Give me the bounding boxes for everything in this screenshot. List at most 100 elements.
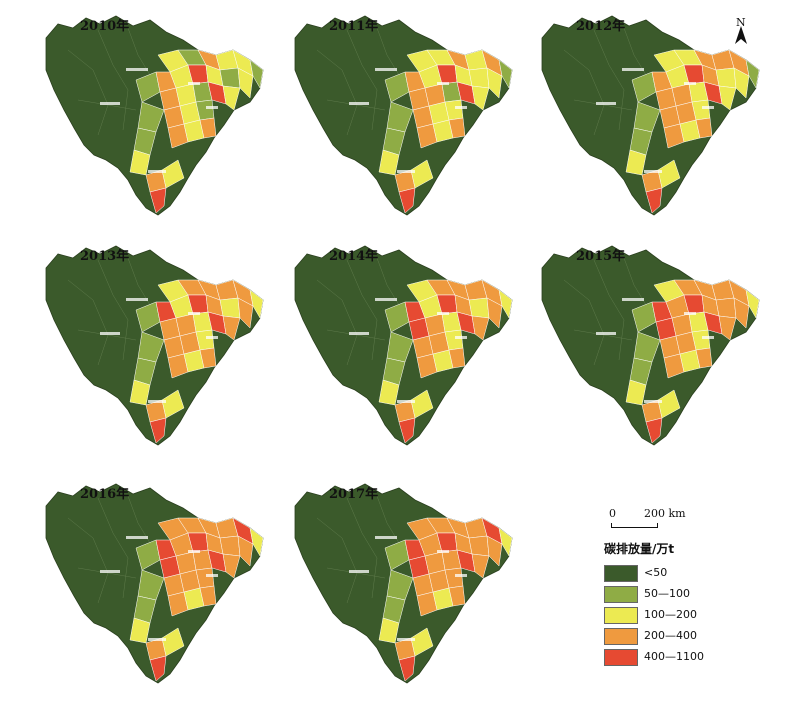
year-label: 2015年 <box>576 249 626 264</box>
north-arrow-icon <box>735 26 747 44</box>
year-label: 2016年 <box>80 487 130 502</box>
county-region <box>471 85 490 111</box>
district-boundary <box>346 29 378 131</box>
year-label: 2014年 <box>329 249 379 264</box>
county-region <box>161 389 185 419</box>
place-label-mark <box>644 170 662 173</box>
county-region <box>715 67 737 89</box>
county-region <box>199 585 217 607</box>
place-label-mark <box>188 312 200 315</box>
legend-swatch <box>604 565 638 582</box>
county-region <box>222 553 241 579</box>
county-region <box>468 535 490 557</box>
north-arrow: N <box>733 16 749 46</box>
legend-swatch <box>604 586 638 603</box>
county-region <box>410 627 434 657</box>
place-label-mark <box>148 400 166 403</box>
county-region <box>149 655 167 682</box>
map-panel-2013: 2013年 <box>38 240 278 460</box>
map-panel-2014: 2014年 <box>287 240 527 460</box>
region-map <box>541 15 760 216</box>
district-boundary <box>316 517 358 604</box>
legend-item: 400—1100 <box>604 649 734 670</box>
map-panel-2012: 2012年 <box>534 10 774 230</box>
scale-bar-line <box>611 523 658 528</box>
county-region <box>468 297 490 319</box>
county-region <box>219 297 241 319</box>
place-label-mark <box>375 298 397 301</box>
place-label-mark <box>206 336 218 339</box>
district-boundary <box>316 49 358 136</box>
legend-swatch <box>604 628 638 645</box>
map-panel-2017: 2017年 <box>287 478 527 698</box>
legend-item: 50—100 <box>604 586 734 607</box>
place-label-mark <box>375 68 397 71</box>
county-region <box>695 117 713 139</box>
place-label-mark <box>206 106 218 109</box>
place-label-mark <box>188 550 200 553</box>
county-region <box>249 289 264 319</box>
county-region <box>498 527 513 557</box>
county-region <box>695 347 713 369</box>
region-map <box>294 15 513 216</box>
scale-distance-label: 200 km <box>644 507 686 520</box>
county-region <box>657 389 681 419</box>
region-map <box>294 483 513 684</box>
place-label-mark <box>126 68 148 71</box>
district-boundary <box>67 517 109 604</box>
district-boundary <box>346 259 378 361</box>
year-label: 2017年 <box>329 487 379 502</box>
district-boundary <box>316 279 358 366</box>
legend-label: 200—400 <box>644 629 697 642</box>
place-label-mark <box>437 550 449 553</box>
place-label-mark <box>397 170 415 173</box>
county-region <box>745 59 760 89</box>
place-label-mark <box>206 574 218 577</box>
county-region <box>645 187 663 214</box>
county-region <box>448 347 466 369</box>
county-region <box>149 417 167 444</box>
county-region <box>219 67 241 89</box>
region-map <box>45 245 264 446</box>
legend-label: 400—1100 <box>644 650 704 663</box>
county-region <box>471 553 490 579</box>
county-region <box>249 527 264 557</box>
county-region <box>486 297 503 329</box>
county-region <box>219 535 241 557</box>
legend-item: 200—400 <box>604 628 734 649</box>
county-region <box>410 389 434 419</box>
map-panel-2011: 2011年 <box>287 10 527 230</box>
district-boundary <box>97 29 129 131</box>
county-region <box>222 85 241 111</box>
place-label-mark <box>596 332 616 335</box>
year-label: 2011年 <box>329 19 379 34</box>
legend-label: 100—200 <box>644 608 697 621</box>
legend-item: <50 <box>604 565 734 586</box>
county-region <box>471 315 490 341</box>
county-region <box>199 347 217 369</box>
district-boundary <box>593 259 625 361</box>
county-region <box>733 67 750 99</box>
county-region <box>448 117 466 139</box>
legend-swatch <box>604 649 638 666</box>
district-boundary <box>67 49 109 136</box>
county-region <box>745 289 760 319</box>
year-label: 2012年 <box>576 19 626 34</box>
county-region <box>237 297 254 329</box>
region-map <box>45 483 264 684</box>
north-label: N <box>736 16 746 29</box>
county-region <box>398 417 416 444</box>
district-boundary <box>563 279 605 366</box>
county-region <box>448 585 466 607</box>
place-label-mark <box>702 106 714 109</box>
county-region <box>199 117 217 139</box>
county-region <box>161 159 185 189</box>
place-label-mark <box>349 570 369 573</box>
place-label-mark <box>148 638 166 641</box>
county-region <box>410 159 434 189</box>
place-label-mark <box>684 82 696 85</box>
county-region <box>715 297 737 319</box>
district-boundary <box>97 259 129 361</box>
place-label-mark <box>644 400 662 403</box>
